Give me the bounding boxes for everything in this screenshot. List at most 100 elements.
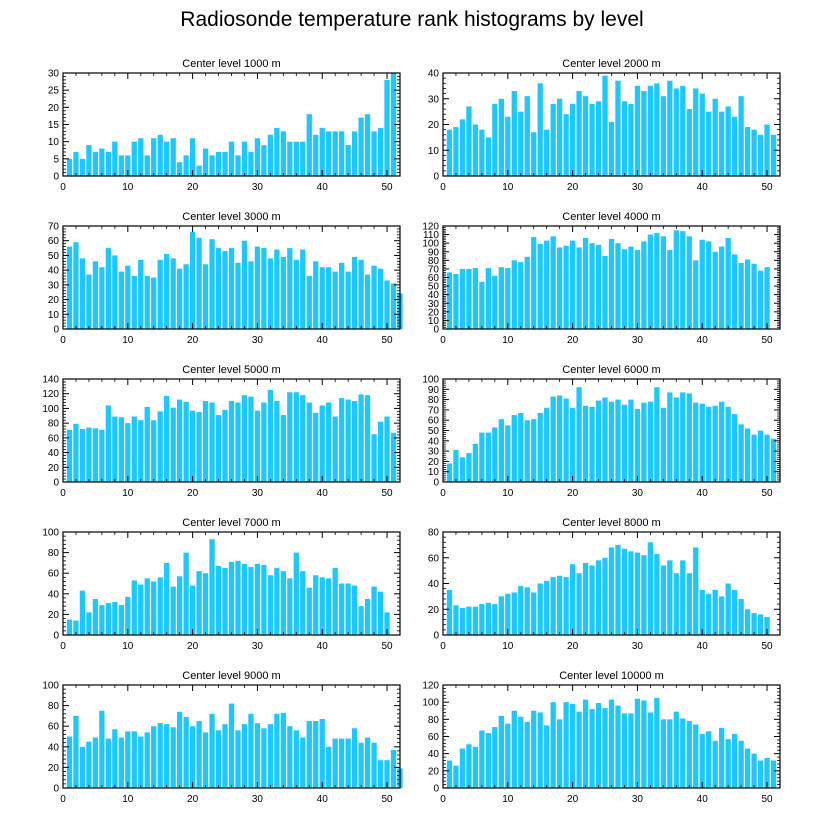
x-tick-label: 0 (440, 488, 446, 499)
panel-6: Center level 6000 m0 10 20 30 40 500102030405… (422, 364, 781, 499)
histogram-bar (446, 463, 453, 482)
histogram-bar (472, 606, 479, 635)
histogram-bar (228, 703, 235, 788)
histogram-bar (358, 606, 364, 635)
histogram-bar (557, 575, 563, 635)
x-tick-label: 20 (567, 182, 579, 193)
x-tick-label: 0 (440, 641, 446, 652)
histogram-bar (118, 271, 124, 329)
y-tick-label: 100 (422, 375, 439, 386)
histogram-bar (92, 598, 99, 635)
histogram-bar (518, 412, 524, 482)
histogram-bar (248, 151, 254, 176)
histogram-bar (537, 83, 543, 176)
histogram-bar (351, 256, 358, 329)
histogram-bar (326, 267, 332, 329)
histogram-bar (196, 165, 202, 176)
histogram-bar (339, 398, 345, 482)
x-tick-label: 0 (440, 335, 446, 346)
histogram-bar (254, 723, 261, 788)
histogram-bar (589, 103, 595, 176)
histogram-bar (261, 248, 267, 329)
histogram-bar (764, 434, 770, 482)
y-tick-label: 20 (48, 610, 60, 621)
histogram-bar (518, 111, 524, 177)
histogram-bar (524, 721, 530, 788)
histogram-bar (615, 705, 621, 788)
histogram-bar (371, 742, 377, 788)
histogram-bar (332, 131, 338, 176)
histogram-bar (563, 398, 569, 482)
histogram-bar (770, 438, 777, 482)
histogram-bar (177, 399, 183, 482)
panel-9: Center level 9000 m 0 10 20 30 40 50 0 20 40 60 80 1… (42, 670, 403, 805)
histogram-bar (371, 434, 377, 482)
x-tick-label: 0 (440, 794, 446, 805)
histogram-bar (751, 753, 757, 788)
histogram-bar (706, 111, 712, 177)
histogram-bar (371, 265, 377, 329)
histogram-bar (615, 243, 621, 329)
histogram-bar (332, 738, 338, 788)
histogram-bar (267, 724, 274, 788)
histogram-bar (241, 563, 248, 635)
histogram-bar (99, 710, 105, 788)
histogram-bar (621, 404, 628, 482)
histogram-bar (615, 399, 621, 482)
histogram-bar (183, 264, 189, 329)
x-tick-label: 10 (502, 335, 514, 346)
histogram-bar (550, 236, 556, 329)
histogram-bar (634, 698, 641, 788)
histogram-bar (505, 593, 511, 635)
histogram-bar (537, 244, 543, 329)
histogram-bar (300, 141, 306, 176)
y-tick-label: 20 (428, 457, 440, 468)
panel-title: Center level 5000 m (182, 364, 280, 376)
histogram-bar (241, 240, 248, 329)
histogram-bar (313, 575, 319, 635)
histogram-bar (345, 145, 351, 176)
histogram-bar (608, 401, 615, 482)
histogram-bar (693, 260, 699, 329)
histogram-bar (647, 542, 654, 635)
y-tick-label: 5 (53, 154, 59, 165)
histogram-bar (99, 267, 105, 329)
histogram-bar (131, 416, 137, 482)
histogram-bar (66, 429, 73, 482)
histogram-bar (544, 240, 550, 329)
histogram-bar (634, 552, 641, 635)
x-tick-label: 20 (567, 335, 579, 346)
histogram-bar (202, 148, 209, 176)
histogram-bar (319, 718, 325, 788)
histogram-bar (686, 573, 692, 635)
y-tick-label: 40 (428, 749, 440, 760)
histogram-bar (472, 443, 479, 482)
histogram-bar (261, 402, 267, 482)
histogram-bar (177, 162, 183, 176)
histogram-bar (498, 98, 504, 176)
histogram-bar (719, 596, 725, 636)
histogram-bar (280, 256, 286, 329)
histogram-bar (287, 578, 293, 635)
histogram-bar (492, 427, 498, 482)
y-tick-label: 110 (423, 230, 439, 241)
histogram-bar (731, 116, 738, 176)
histogram-bar (446, 129, 453, 176)
histogram-bar (339, 583, 345, 635)
histogram-bar (86, 274, 92, 329)
x-tick-label: 40 (697, 794, 709, 805)
histogram-bar (164, 253, 170, 329)
panel-3: Center level 3000 m 0 10 20 30 40 50 0 10 20 30 40 5… (48, 211, 403, 346)
histogram-bar (177, 576, 183, 635)
histogram-bar (164, 141, 170, 176)
histogram-bar (144, 155, 150, 176)
y-tick-label: 40 (48, 742, 60, 753)
histogram-bar (222, 724, 228, 788)
histogram-bar (757, 430, 764, 482)
histogram-bar (332, 568, 338, 635)
histogram-bar (544, 580, 550, 635)
histogram-bar (248, 713, 254, 788)
histogram-bar (485, 268, 492, 329)
histogram-bar (371, 586, 377, 635)
y-tick-label: 10 (428, 146, 440, 157)
